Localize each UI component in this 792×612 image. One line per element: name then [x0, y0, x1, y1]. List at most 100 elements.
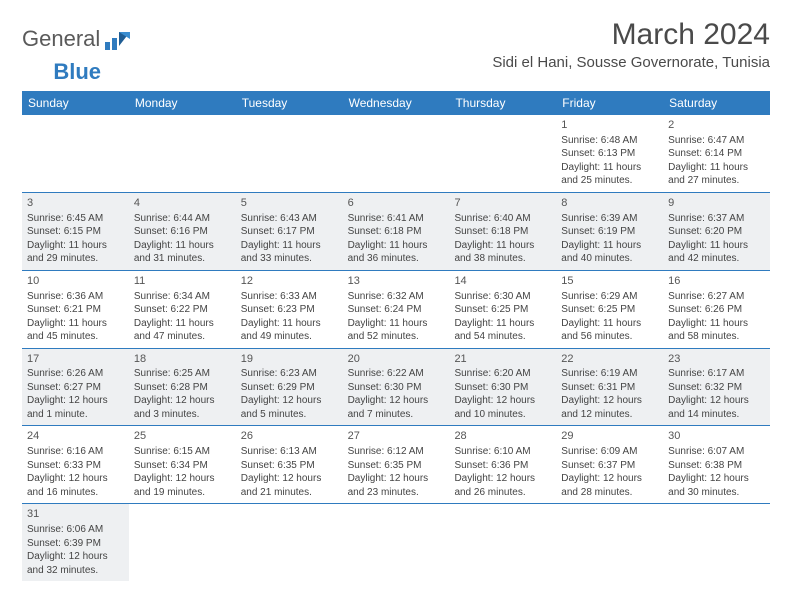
- day-sunset: Sunset: 6:18 PM: [348, 225, 445, 239]
- day-daylight2: and 5 minutes.: [241, 408, 338, 422]
- day-sunrise: Sunrise: 6:32 AM: [348, 290, 445, 304]
- day-daylight2: and 19 minutes.: [134, 486, 231, 500]
- day-daylight2: and 42 minutes.: [668, 252, 765, 266]
- day-daylight2: and 56 minutes.: [561, 330, 658, 344]
- day-daylight2: and 28 minutes.: [561, 486, 658, 500]
- day-sunset: Sunset: 6:32 PM: [668, 381, 765, 395]
- day-daylight1: Daylight: 12 hours: [241, 394, 338, 408]
- day-number: 10: [27, 274, 124, 289]
- day-header: Wednesday: [343, 91, 450, 115]
- day-sunrise: Sunrise: 6:15 AM: [134, 445, 231, 459]
- day-sunrise: Sunrise: 6:26 AM: [27, 367, 124, 381]
- day-number: 28: [454, 429, 551, 444]
- day-daylight2: and 58 minutes.: [668, 330, 765, 344]
- day-cell: 27Sunrise: 6:12 AMSunset: 6:35 PMDayligh…: [343, 426, 450, 503]
- day-number: 18: [134, 352, 231, 367]
- empty-cell: [556, 504, 663, 581]
- day-daylight2: and 36 minutes.: [348, 252, 445, 266]
- day-cell: 17Sunrise: 6:26 AMSunset: 6:27 PMDayligh…: [22, 349, 129, 426]
- day-sunset: Sunset: 6:22 PM: [134, 303, 231, 317]
- day-number: 30: [668, 429, 765, 444]
- day-number: 26: [241, 429, 338, 444]
- day-number: 4: [134, 196, 231, 211]
- day-sunrise: Sunrise: 6:22 AM: [348, 367, 445, 381]
- day-sunset: Sunset: 6:14 PM: [668, 147, 765, 161]
- header-right: March 2024 Sidi el Hani, Sousse Governor…: [492, 18, 770, 71]
- day-cell: 28Sunrise: 6:10 AMSunset: 6:36 PMDayligh…: [449, 426, 556, 503]
- day-number: 2: [668, 118, 765, 133]
- day-sunrise: Sunrise: 6:40 AM: [454, 212, 551, 226]
- logo: General: [22, 18, 132, 52]
- day-cell: 16Sunrise: 6:27 AMSunset: 6:26 PMDayligh…: [663, 271, 770, 348]
- day-sunrise: Sunrise: 6:41 AM: [348, 212, 445, 226]
- day-sunset: Sunset: 6:36 PM: [454, 459, 551, 473]
- day-sunset: Sunset: 6:30 PM: [348, 381, 445, 395]
- logo-text-2: Blue: [53, 59, 101, 85]
- day-number: 1: [561, 118, 658, 133]
- day-number: 8: [561, 196, 658, 211]
- day-daylight2: and 54 minutes.: [454, 330, 551, 344]
- day-daylight1: Daylight: 11 hours: [27, 317, 124, 331]
- day-number: 3: [27, 196, 124, 211]
- day-daylight2: and 10 minutes.: [454, 408, 551, 422]
- day-daylight2: and 26 minutes.: [454, 486, 551, 500]
- day-number: 15: [561, 274, 658, 289]
- day-daylight1: Daylight: 11 hours: [134, 239, 231, 253]
- day-daylight1: Daylight: 12 hours: [668, 472, 765, 486]
- day-sunrise: Sunrise: 6:16 AM: [27, 445, 124, 459]
- day-daylight2: and 14 minutes.: [668, 408, 765, 422]
- day-cell: 24Sunrise: 6:16 AMSunset: 6:33 PMDayligh…: [22, 426, 129, 503]
- week-row: 31Sunrise: 6:06 AMSunset: 6:39 PMDayligh…: [22, 504, 770, 581]
- calendar: SundayMondayTuesdayWednesdayThursdayFrid…: [22, 91, 770, 581]
- empty-cell: [236, 115, 343, 192]
- day-cell: 6Sunrise: 6:41 AMSunset: 6:18 PMDaylight…: [343, 193, 450, 270]
- day-header: Monday: [129, 91, 236, 115]
- day-cell: 1Sunrise: 6:48 AMSunset: 6:13 PMDaylight…: [556, 115, 663, 192]
- day-cell: 25Sunrise: 6:15 AMSunset: 6:34 PMDayligh…: [129, 426, 236, 503]
- day-daylight2: and 47 minutes.: [134, 330, 231, 344]
- day-sunset: Sunset: 6:29 PM: [241, 381, 338, 395]
- day-cell: 4Sunrise: 6:44 AMSunset: 6:16 PMDaylight…: [129, 193, 236, 270]
- day-sunrise: Sunrise: 6:27 AM: [668, 290, 765, 304]
- day-sunrise: Sunrise: 6:34 AM: [134, 290, 231, 304]
- empty-cell: [449, 504, 556, 581]
- day-daylight1: Daylight: 12 hours: [27, 472, 124, 486]
- day-sunset: Sunset: 6:17 PM: [241, 225, 338, 239]
- empty-cell: [22, 115, 129, 192]
- day-sunset: Sunset: 6:15 PM: [27, 225, 124, 239]
- day-daylight2: and 3 minutes.: [134, 408, 231, 422]
- day-daylight2: and 30 minutes.: [668, 486, 765, 500]
- day-number: 21: [454, 352, 551, 367]
- day-header: Sunday: [22, 91, 129, 115]
- empty-cell: [663, 504, 770, 581]
- day-daylight1: Daylight: 12 hours: [561, 472, 658, 486]
- day-cell: 26Sunrise: 6:13 AMSunset: 6:35 PMDayligh…: [236, 426, 343, 503]
- day-number: 13: [348, 274, 445, 289]
- day-cell: 14Sunrise: 6:30 AMSunset: 6:25 PMDayligh…: [449, 271, 556, 348]
- day-daylight1: Daylight: 11 hours: [668, 239, 765, 253]
- day-sunset: Sunset: 6:38 PM: [668, 459, 765, 473]
- day-number: 12: [241, 274, 338, 289]
- day-sunrise: Sunrise: 6:45 AM: [27, 212, 124, 226]
- day-daylight2: and 21 minutes.: [241, 486, 338, 500]
- day-sunrise: Sunrise: 6:29 AM: [561, 290, 658, 304]
- day-header-row: SundayMondayTuesdayWednesdayThursdayFrid…: [22, 91, 770, 115]
- day-number: 24: [27, 429, 124, 444]
- day-daylight1: Daylight: 11 hours: [134, 317, 231, 331]
- day-sunset: Sunset: 6:23 PM: [241, 303, 338, 317]
- day-cell: 8Sunrise: 6:39 AMSunset: 6:19 PMDaylight…: [556, 193, 663, 270]
- day-sunrise: Sunrise: 6:17 AM: [668, 367, 765, 381]
- day-sunrise: Sunrise: 6:23 AM: [241, 367, 338, 381]
- day-sunset: Sunset: 6:21 PM: [27, 303, 124, 317]
- day-sunrise: Sunrise: 6:47 AM: [668, 134, 765, 148]
- day-number: 23: [668, 352, 765, 367]
- day-sunset: Sunset: 6:30 PM: [454, 381, 551, 395]
- day-sunset: Sunset: 6:13 PM: [561, 147, 658, 161]
- logo-text-1: General: [22, 26, 100, 52]
- week-row: 10Sunrise: 6:36 AMSunset: 6:21 PMDayligh…: [22, 271, 770, 349]
- day-sunset: Sunset: 6:35 PM: [241, 459, 338, 473]
- day-sunset: Sunset: 6:35 PM: [348, 459, 445, 473]
- day-sunset: Sunset: 6:33 PM: [27, 459, 124, 473]
- page-title: March 2024: [492, 18, 770, 52]
- day-number: 11: [134, 274, 231, 289]
